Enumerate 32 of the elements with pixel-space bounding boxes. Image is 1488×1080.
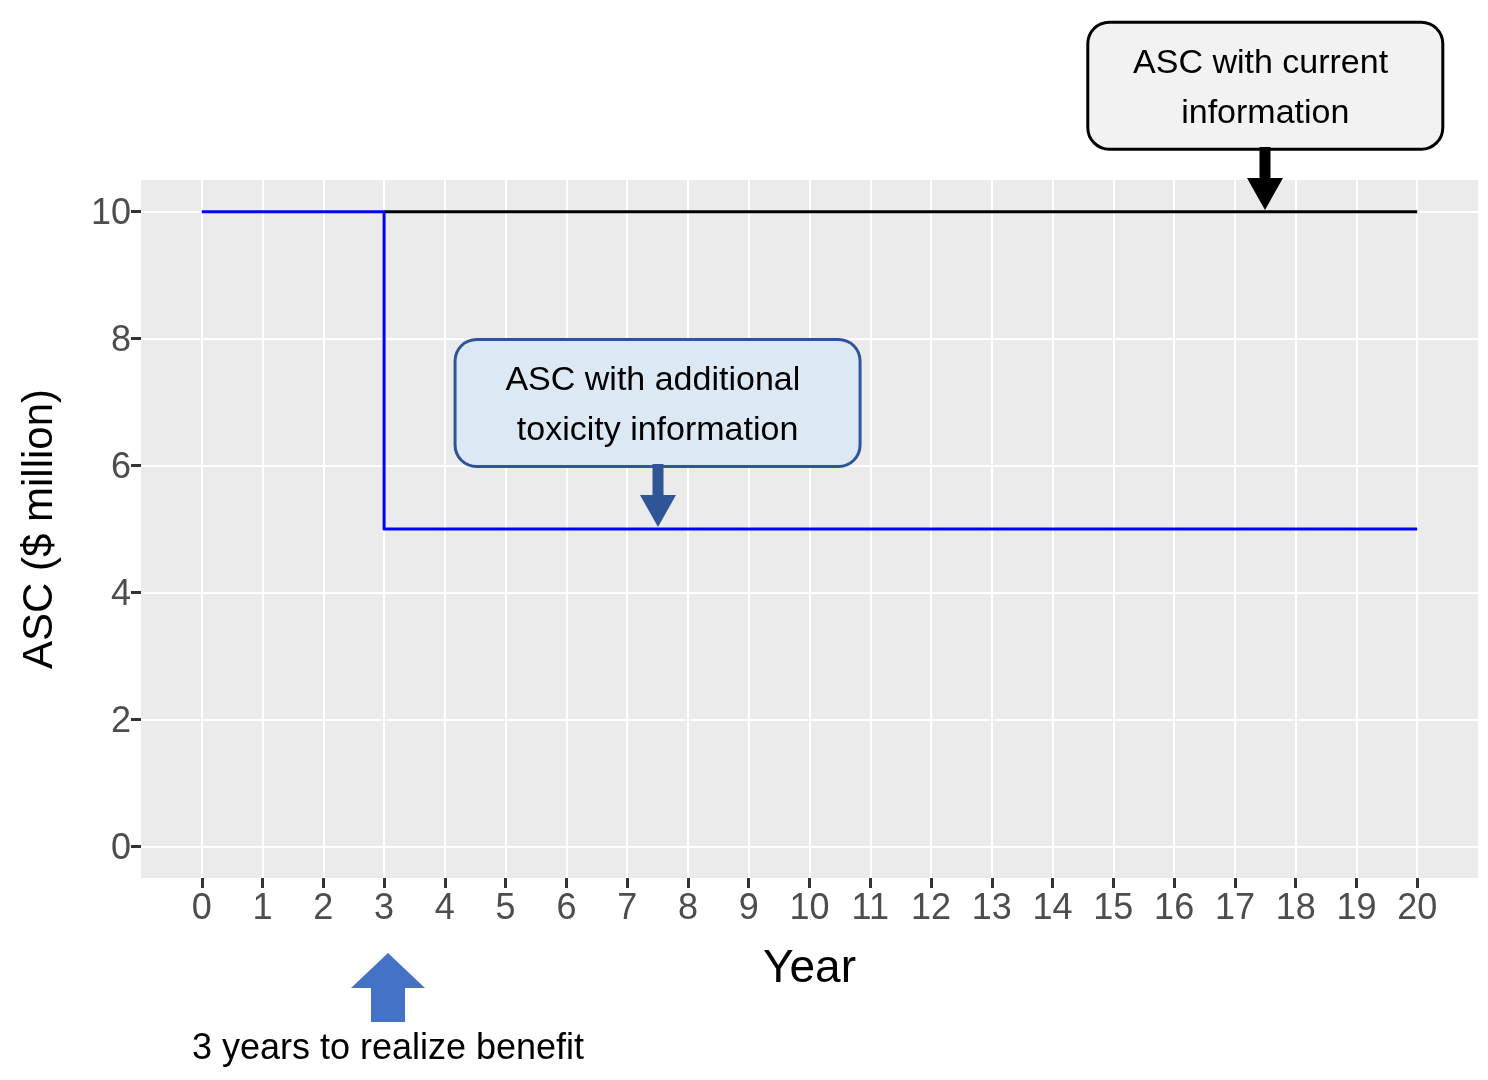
x-axis-title: Year <box>763 940 856 992</box>
y-tick-label: 4 <box>110 571 131 613</box>
x-tick-label: 13 <box>971 885 1012 927</box>
x-tick-label: 5 <box>495 885 516 927</box>
x-tick-label: 1 <box>252 885 273 927</box>
y-tick-label: 2 <box>110 698 131 740</box>
x-tick-label: 14 <box>1032 885 1073 927</box>
x-tick-label: 16 <box>1154 885 1195 927</box>
x-tick-label: 20 <box>1397 885 1438 927</box>
x-tick-label: 9 <box>738 885 759 927</box>
text: 3 years to realize benefit <box>191 1025 585 1067</box>
x-tick-label: 3 <box>374 885 395 927</box>
x-tick-label: 17 <box>1214 885 1255 927</box>
x-tick-label: 11 <box>851 885 889 927</box>
y-axis-title: ASC ($ million) <box>13 388 61 670</box>
x-tick-label: 4 <box>434 885 455 927</box>
x-tick-label: 2 <box>313 885 334 927</box>
annotation: ASC with current information <box>1133 41 1398 130</box>
y-tick-label: 0 <box>110 825 131 867</box>
x-tick-label: 10 <box>789 885 830 927</box>
y-tick-label: 10 <box>90 191 131 233</box>
y-tick-label: 6 <box>110 445 131 487</box>
x-tick-label: 19 <box>1336 885 1377 927</box>
x-tick-label: 0 <box>191 885 212 927</box>
x-tick-label: 8 <box>677 885 698 927</box>
x-tick-label: 18 <box>1275 885 1316 927</box>
x-tick-label: 15 <box>1093 885 1134 927</box>
x-tick-label: 7 <box>617 885 638 927</box>
annotation: ASC with additional toxicity information <box>505 359 810 447</box>
x-tick-label: 12 <box>911 885 952 927</box>
y-tick-label: 8 <box>110 318 131 360</box>
x-tick-label: 6 <box>556 885 577 927</box>
